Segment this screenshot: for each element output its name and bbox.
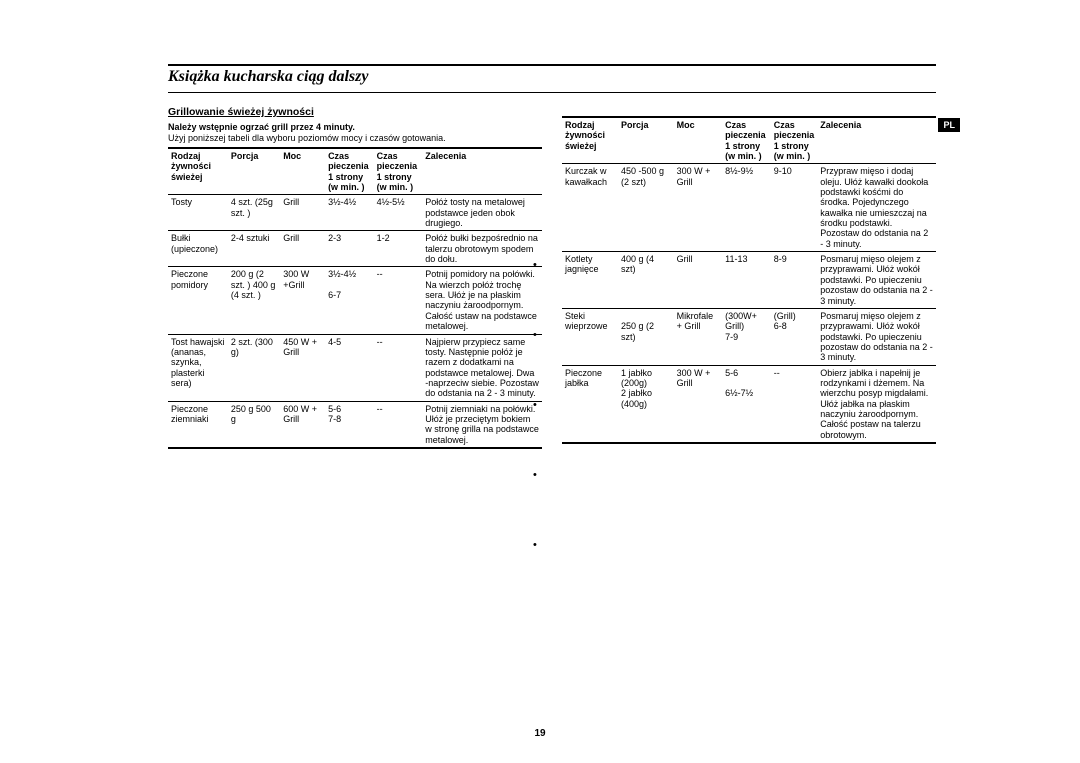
cell-time2: 4½-5½ <box>374 195 423 231</box>
page-title: Książka kucharska ciąg dalszy <box>168 68 368 86</box>
column-divider-dots: ••••• <box>533 230 537 580</box>
th-portion: Porcja <box>228 148 280 195</box>
cell-rec: Najpierw przypiecz same tosty. Następnie… <box>422 334 542 401</box>
cell-portion: 250 g 500 g <box>228 401 280 448</box>
th-power: Moc <box>280 148 325 195</box>
th-time2: Czas pieczenia 1 strony (w min. ) <box>374 148 423 195</box>
cell-power: Grill <box>280 231 325 267</box>
cell-rec: Potnij pomidory na połówki. Na wierzch p… <box>422 267 542 334</box>
cell-portion: 450 -500 g (2 szt) <box>618 164 674 252</box>
cell-time1: 3½-4½ 6-7 <box>325 267 374 334</box>
cell-power: 300 W + Grill <box>674 164 723 252</box>
grill-table-right: Rodzaj żywności świeżej Porcja Moc Czas … <box>562 116 936 444</box>
th-portion: Porcja <box>618 117 674 164</box>
cell-rec: Połóż tosty na metalowej podstawce jeden… <box>422 195 542 231</box>
cell-power: 300 W + Grill <box>674 365 723 443</box>
cell-time1: 5-6 7-8 <box>325 401 374 448</box>
cell-time1: 8½-9½ <box>722 164 771 252</box>
section-desc: Użyj poniższej tabeli dla wyboru poziomó… <box>168 133 542 143</box>
language-tab: PL <box>938 118 960 132</box>
cell-food: Tost hawajski (ananas, szynka, plasterki… <box>168 334 228 401</box>
cell-power: Grill <box>280 195 325 231</box>
table-row: Pieczone ziemniaki250 g 500 g600 W + Gri… <box>168 401 542 448</box>
cell-time1: 5-6 6½-7½ <box>722 365 771 443</box>
left-column: Grillowanie świeżej żywności Należy wstę… <box>168 106 542 449</box>
cell-food: Kurczak w kawałkach <box>562 164 618 252</box>
table-row: Kotlety jagnięce400 g (4 szt)Grill11-138… <box>562 252 936 309</box>
th-food: Rodzaj żywności świeżej <box>168 148 228 195</box>
cell-portion: 2 szt. (300 g) <box>228 334 280 401</box>
cell-time1: 3½-4½ <box>325 195 374 231</box>
th-time2: Czas pieczenia 1 strony (w min. ) <box>771 117 818 164</box>
cell-portion: 2-4 sztuki <box>228 231 280 267</box>
cell-portion: 1 jabłko (200g) 2 jabłko (400g) <box>618 365 674 443</box>
cell-time2: 8-9 <box>771 252 818 309</box>
cell-portion: 4 szt. (25g szt. ) <box>228 195 280 231</box>
th-time1: Czas pieczenia 1 strony (w min. ) <box>325 148 374 195</box>
th-time1: Czas pieczenia 1 strony (w min. ) <box>722 117 771 164</box>
cell-portion: 400 g (4 szt) <box>618 252 674 309</box>
cell-food: Tosty <box>168 195 228 231</box>
right-column: Rodzaj żywności świeżej Porcja Moc Czas … <box>562 106 936 449</box>
table-row: Bułki (upieczone)2-4 sztukiGrill2-31-2Po… <box>168 231 542 267</box>
cell-power: Grill <box>674 252 723 309</box>
table-row: Tost hawajski (ananas, szynka, plasterki… <box>168 334 542 401</box>
page-number: 19 <box>0 728 1080 739</box>
cell-food: Bułki (upieczone) <box>168 231 228 267</box>
th-rec: Zalecenia <box>817 117 936 164</box>
cell-time2: 9-10 <box>771 164 818 252</box>
cell-power: Mikrofale + Grill <box>674 308 723 365</box>
cell-rec: Obierz jabłka i napełnij je rodzynkami i… <box>817 365 936 443</box>
table-row: Kurczak w kawałkach450 -500 g (2 szt)300… <box>562 164 936 252</box>
cell-rec: Potnij ziemniaki na połówki. Ułóż je prz… <box>422 401 542 448</box>
cell-time2: 1-2 <box>374 231 423 267</box>
th-food: Rodzaj żywności świeżej <box>562 117 618 164</box>
table-row: Steki wieprzowe 250 g (2 szt)Mikrofale +… <box>562 308 936 365</box>
cell-rec: Posmaruj mięso olejem z przyprawami. Ułó… <box>817 252 936 309</box>
table-row: Pieczone pomidory200 g (2 szt. ) 400 g (… <box>168 267 542 334</box>
two-column-layout: Grillowanie świeżej żywności Należy wstę… <box>168 106 936 449</box>
cell-portion: 250 g (2 szt) <box>618 308 674 365</box>
cell-food: Pieczone pomidory <box>168 267 228 334</box>
cell-time1: (300W+ Grill) 7-9 <box>722 308 771 365</box>
document-page: Książka kucharska ciąg dalszy PL Grillow… <box>0 0 1080 763</box>
cell-time2: -- <box>374 401 423 448</box>
section-heading: Grillowanie świeżej żywności <box>168 106 542 118</box>
cell-power: 300 W +Grill <box>280 267 325 334</box>
cell-time1: 2-3 <box>325 231 374 267</box>
grill-table-left: Rodzaj żywności świeżej Porcja Moc Czas … <box>168 147 542 449</box>
cell-food: Kotlety jagnięce <box>562 252 618 309</box>
cell-food: Steki wieprzowe <box>562 308 618 365</box>
table-row: Tosty4 szt. (25g szt. )Grill3½-4½4½-5½Po… <box>168 195 542 231</box>
cell-food: Pieczone jabłka <box>562 365 618 443</box>
cell-food: Pieczone ziemniaki <box>168 401 228 448</box>
cell-rec: Połóż bułki bezpośrednio na talerzu obro… <box>422 231 542 267</box>
cell-power: 450 W + Grill <box>280 334 325 401</box>
cell-rec: Posmaruj mięso olejem z przyprawami. Ułó… <box>817 308 936 365</box>
cell-time1: 4-5 <box>325 334 374 401</box>
section-note: Należy wstępnie ogrzać grill przez 4 min… <box>168 122 542 132</box>
cell-time2: (Grill) 6-8 <box>771 308 818 365</box>
table-row: Pieczone jabłka1 jabłko (200g) 2 jabłko … <box>562 365 936 443</box>
cell-rec: Przypraw mięso i dodaj oleju. Ułóż kawał… <box>817 164 936 252</box>
cell-time2: -- <box>374 334 423 401</box>
th-power: Moc <box>674 117 723 164</box>
cell-power: 600 W + Grill <box>280 401 325 448</box>
cell-time2: -- <box>771 365 818 443</box>
cell-time1: 11-13 <box>722 252 771 309</box>
th-rec: Zalecenia <box>422 148 542 195</box>
cell-portion: 200 g (2 szt. ) 400 g (4 szt. ) <box>228 267 280 334</box>
cell-time2: -- <box>374 267 423 334</box>
